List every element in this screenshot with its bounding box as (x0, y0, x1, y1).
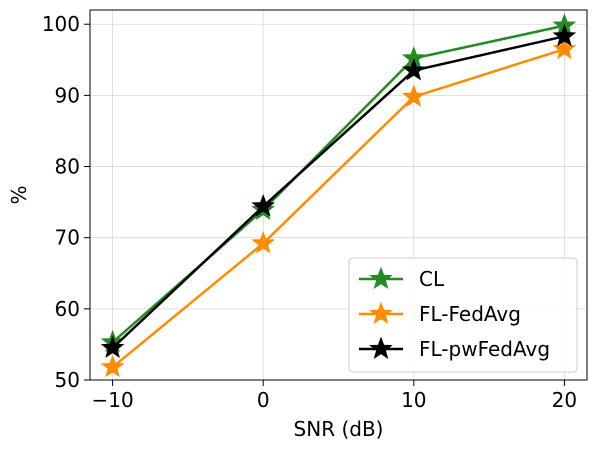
data-point (401, 58, 426, 81)
data-point (100, 354, 125, 378)
series-line (111, 47, 565, 369)
legend-star-icon (369, 301, 393, 325)
y-tick-label: 70 (55, 226, 80, 250)
series-line (111, 35, 565, 349)
legend-item: FL-FedAvg (359, 301, 521, 326)
plot-area (89, 9, 588, 381)
y-tick-label: 80 (55, 155, 80, 179)
x-tick-label: 10 (401, 388, 426, 412)
legend-star-icon (369, 266, 393, 290)
legend-label: FL-FedAvg (419, 302, 521, 326)
y-tick-label: 50 (55, 368, 80, 392)
data-point (251, 230, 276, 254)
x-tick-label: 20 (552, 388, 577, 412)
data-point (401, 84, 426, 107)
x-axis: −10 0 10 20 (91, 380, 577, 412)
y-tick-label: 100 (42, 12, 80, 36)
legend-item: FL-pwFedAvg (359, 336, 550, 361)
data-point (251, 193, 276, 217)
legend-item: CL (359, 266, 445, 291)
series-fl-pwfedavg (100, 23, 577, 359)
legend: CL FL-FedAvg FL-pwFedAvg (348, 257, 578, 373)
data-point (100, 335, 125, 359)
legend-star-icon (369, 336, 393, 360)
y-axis-label: % (7, 185, 31, 204)
y-tick-label: 60 (55, 297, 80, 321)
legend-label: CL (419, 267, 445, 291)
data-point (552, 23, 577, 47)
series-layer (100, 13, 577, 378)
y-axis: 50 60 70 80 90 100 (42, 12, 90, 392)
x-tick-label: −10 (91, 388, 133, 412)
y-tick-label: 90 (55, 83, 80, 107)
x-axis-label: SNR (dB) (294, 417, 384, 441)
data-point (552, 36, 577, 60)
series-fl-fedavg (100, 36, 577, 378)
x-tick-label: 0 (257, 388, 270, 412)
legend-label: FL-pwFedAvg (419, 337, 550, 361)
legend-box (348, 257, 578, 373)
